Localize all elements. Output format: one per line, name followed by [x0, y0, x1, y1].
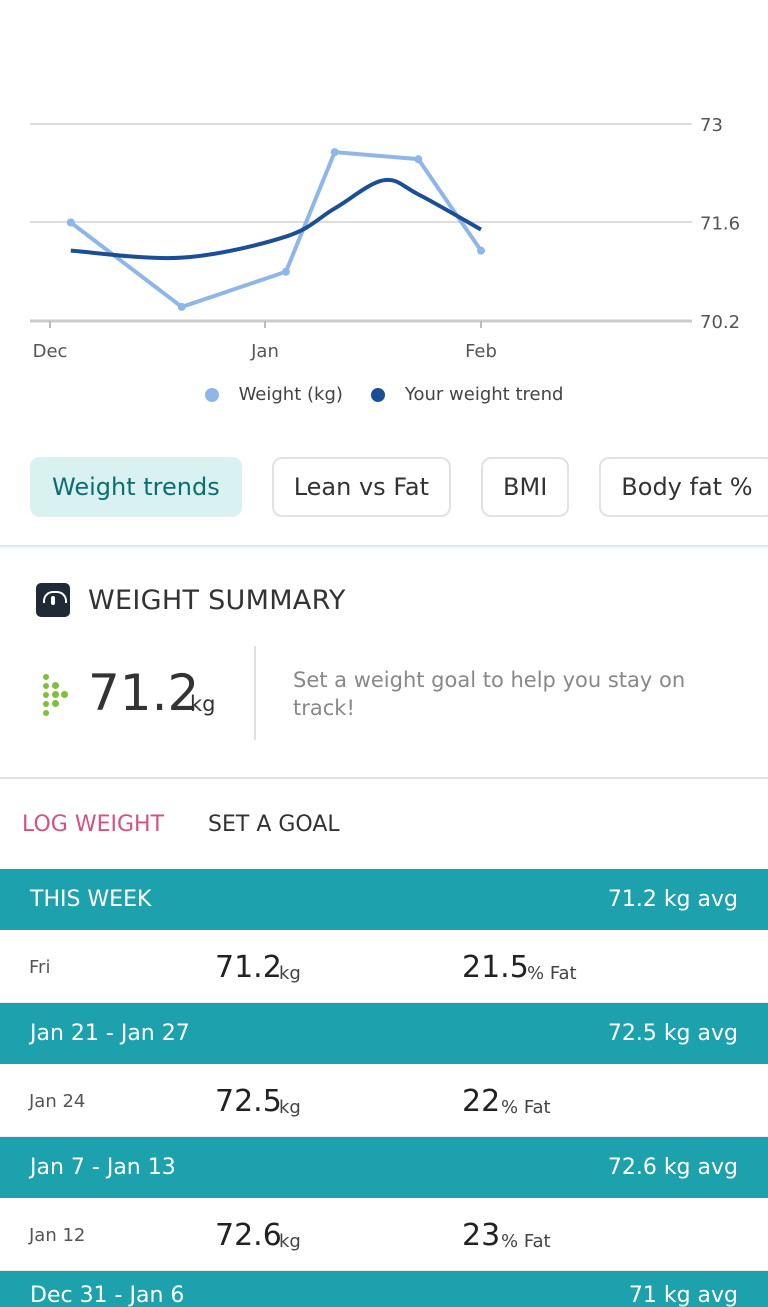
fitbit-dot	[52, 691, 59, 698]
tab-lean-vs-fat[interactable]: Lean vs Fat	[271, 457, 452, 517]
entry-day: Jan 24	[29, 1091, 86, 1112]
x-tick-labels: Dec Jan Feb	[33, 341, 497, 362]
week-header-jan21[interactable]: Jan 21 - Jan 27 72.5 kg avg	[0, 1003, 768, 1064]
entry-day: Fri	[29, 957, 51, 978]
weight-chart: 73 71.6 70.2 Dec Jan Feb Weight (kg) Your we…	[0, 0, 768, 420]
summary-header: WEIGHT SUMMARY	[36, 583, 346, 617]
current-weight-value: 71.2	[88, 664, 200, 722]
entry-fat: 23	[462, 1218, 501, 1253]
week-label: Jan 21 - Jan 27	[30, 1021, 190, 1046]
weight-point	[66, 218, 75, 227]
tab-body-fat[interactable]: Body fat %	[599, 457, 768, 517]
section-divider	[0, 545, 768, 549]
week-header-dec31[interactable]: Dec 31 - Jan 6 71 kg avg	[0, 1271, 768, 1307]
entry-day: Jan 12	[29, 1225, 86, 1246]
entry-fat: 21.5	[462, 950, 529, 985]
legend-dot-weight	[204, 387, 219, 402]
entry-weight: 72.5	[215, 1084, 282, 1119]
weight-point	[330, 148, 339, 157]
weight-point	[477, 246, 485, 255]
current-weight-unit: kg	[190, 692, 216, 716]
summary-bottom-divider	[0, 777, 768, 779]
series-line-trend	[70, 177, 482, 261]
chart-tabs: Weight trends Lean vs Fat BMI Body fat %	[30, 457, 768, 517]
log-entry-row[interactable]: Fri 71.2 kg 21.5 % Fat	[0, 930, 768, 1003]
series-layer	[66, 148, 485, 311]
weight-point	[281, 267, 290, 276]
log-weight-button[interactable]: LOG WEIGHT	[22, 812, 165, 837]
legend-label-weight: Weight (kg)	[238, 384, 343, 405]
summary-vertical-divider	[254, 646, 256, 740]
y-tick-label: 70.2	[700, 312, 740, 333]
week-label: Dec 31 - Jan 6	[30, 1283, 185, 1307]
y-tick-labels: 73 71.6 70.2	[700, 115, 740, 333]
entry-weight-unit: kg	[279, 1097, 301, 1118]
fitbit-dot	[43, 701, 49, 707]
entry-fat-unit: % Fat	[501, 1097, 551, 1118]
x-tick-label: Dec	[33, 341, 68, 362]
tab-weight-trends[interactable]: Weight trends	[30, 457, 242, 517]
entry-fat: 22	[462, 1084, 501, 1119]
log-entry-row[interactable]: Jan 24 72.5 kg 22 % Fat	[0, 1064, 768, 1137]
week-average: 71 kg avg	[628, 1283, 738, 1307]
scale-icon	[36, 583, 70, 617]
entry-weight-unit: kg	[279, 963, 301, 984]
legend-label-trend: Your weight trend	[404, 384, 564, 405]
entry-weight: 72.6	[215, 1218, 282, 1253]
fitbit-dot	[43, 692, 49, 698]
set-goal-button[interactable]: SET A GOAL	[208, 812, 340, 837]
x-tick-label: Feb	[465, 341, 497, 362]
summary-title: WEIGHT SUMMARY	[88, 584, 346, 616]
week-average: 72.6 kg avg	[607, 1155, 738, 1180]
legend-item-trend: Your weight trend	[370, 384, 564, 405]
week-header-jan7[interactable]: Jan 7 - Jan 13 72.6 kg avg	[0, 1137, 768, 1198]
tab-bmi[interactable]: BMI	[481, 457, 570, 517]
week-average: 71.2 kg avg	[607, 887, 738, 912]
week-label: Jan 7 - Jan 13	[30, 1155, 176, 1180]
weight-point	[414, 155, 423, 164]
fitbit-dot	[52, 700, 59, 707]
entry-weight-unit: kg	[279, 1231, 301, 1252]
y-tick-label: 73	[700, 115, 723, 136]
fitbit-dot	[52, 682, 59, 689]
fitbit-dot	[43, 674, 49, 680]
fitbit-icon	[40, 674, 70, 718]
weekly-log-list: THIS WEEK 71.2 kg avg Fri 71.2 kg 21.5 %…	[0, 869, 768, 1307]
summary-actions: LOG WEIGHT SET A GOAL	[22, 812, 340, 837]
legend-dot-trend	[370, 387, 385, 402]
fitbit-dot	[61, 691, 68, 698]
week-average: 72.5 kg avg	[607, 1021, 738, 1046]
chart-legend: Weight (kg) Your weight trend	[0, 384, 768, 405]
week-header-this-week[interactable]: THIS WEEK 71.2 kg avg	[0, 869, 768, 930]
week-label: THIS WEEK	[30, 887, 152, 912]
entry-weight: 71.2	[215, 950, 282, 985]
legend-item-weight: Weight (kg)	[204, 384, 343, 405]
series-line-weight	[69, 150, 483, 309]
chart-svg: 73 71.6 70.2 Dec Jan Feb	[30, 115, 740, 362]
y-tick-label: 71.6	[700, 214, 740, 235]
fitbit-dot	[43, 683, 49, 689]
entry-fat-unit: % Fat	[527, 963, 577, 984]
fitbit-dot	[43, 710, 49, 716]
summary-body: 71.2 kg Set a weight goal to help you st…	[0, 646, 768, 742]
x-tick-label: Jan	[250, 341, 279, 362]
goal-prompt[interactable]: Set a weight goal to help you stay on tr…	[293, 668, 686, 720]
log-entry-row[interactable]: Jan 12 72.6 kg 23 % Fat	[0, 1198, 768, 1271]
entry-fat-unit: % Fat	[501, 1231, 551, 1252]
weight-point	[177, 302, 186, 311]
